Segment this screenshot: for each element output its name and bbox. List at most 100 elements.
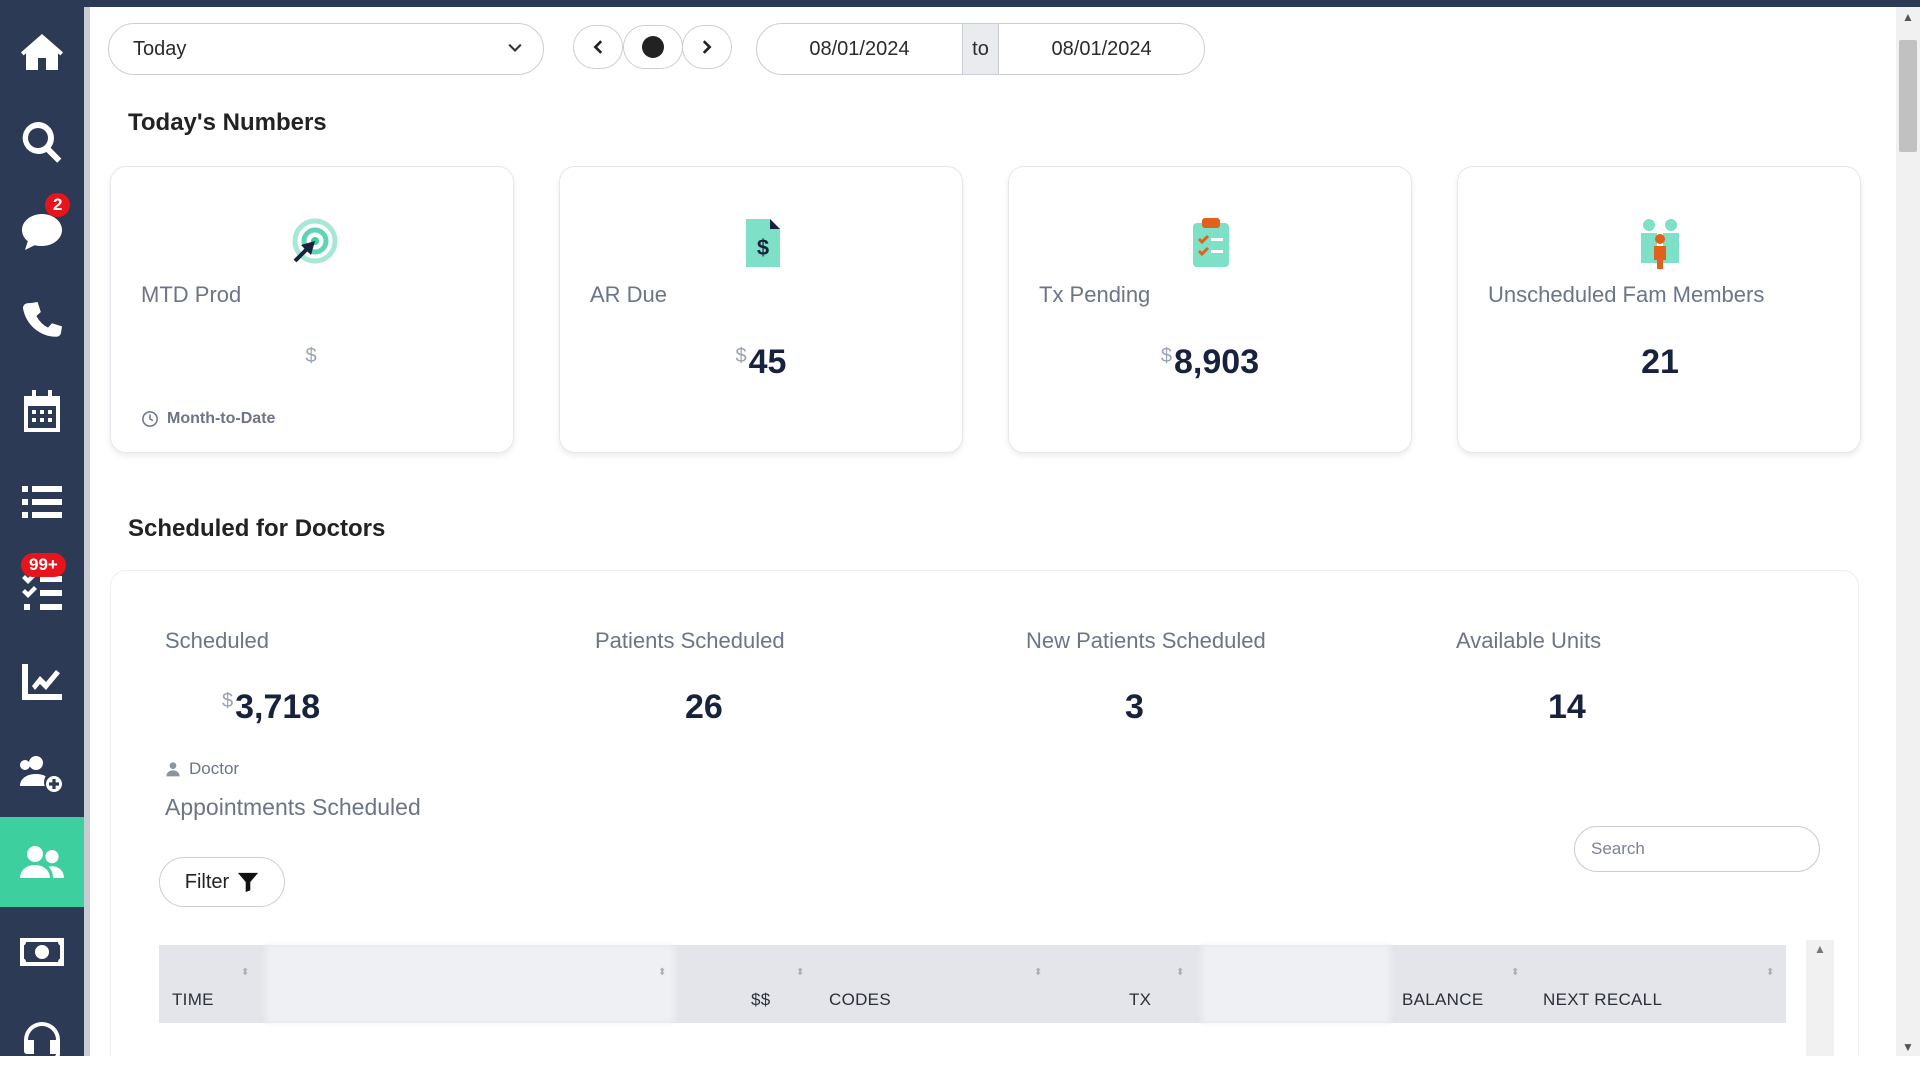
card-label: Tx Pending <box>1039 282 1151 307</box>
search-input[interactable] <box>1574 826 1820 872</box>
phone-icon <box>23 302 62 337</box>
card-footer: Month-to-Date <box>141 410 275 428</box>
column-header-next-recall[interactable]: NEXT RECALL <box>1543 990 1663 1009</box>
chart-line-icon <box>22 664 62 700</box>
table-scrollbar[interactable]: ▲ <box>1806 940 1834 1056</box>
sidebar-item-support[interactable] <box>0 997 84 1087</box>
card-mtd-prod[interactable]: MTD Prod $ Month-to-Date <box>110 166 514 453</box>
clipboard-check-icon <box>1193 218 1229 267</box>
date-from-field[interactable]: 08/01/2024 <box>809 37 910 60</box>
stat-label-new-patients: New Patients Scheduled <box>1026 628 1266 653</box>
scroll-up-icon: ▲ <box>1814 942 1826 956</box>
sidebar-item-tasks[interactable]: 99+ <box>0 547 84 637</box>
chevron-down-icon <box>508 43 522 52</box>
scroll-down-icon[interactable]: ▼ <box>1902 1040 1914 1054</box>
card-value-number: 21 <box>1641 343 1679 381</box>
column-header-time[interactable]: TIME <box>172 990 214 1009</box>
date-range: 08/01/2024 to 08/01/2024 <box>756 23 1205 75</box>
column-header-tx[interactable]: TX <box>1129 990 1152 1009</box>
sidebar-item-list[interactable] <box>0 457 84 547</box>
period-select-value: Today <box>133 37 187 60</box>
filter-icon <box>238 872 259 893</box>
sidebar-item-home[interactable] <box>0 7 84 97</box>
current-period-button[interactable] <box>623 25 683 69</box>
sort-icon: ⬍ <box>241 967 250 978</box>
date-to-field[interactable]: 08/01/2024 <box>1051 37 1152 60</box>
stat-value-number: 3,718 <box>235 688 321 726</box>
checklist-icon <box>22 572 62 610</box>
scroll-up-icon[interactable]: ▲ <box>1902 10 1914 24</box>
chevron-right-icon <box>702 40 712 54</box>
appointments-title: Appointments Scheduled <box>165 794 421 820</box>
stat-value-new-patients: 3 <box>1125 688 1144 726</box>
currency-symbol: $ <box>222 690 234 712</box>
appointments-table-header: TIME ⬍ ⬍ $$ ⬍ CODES ⬍ TX ⬍ BALANCE ⬍ NEX… <box>159 945 1786 1023</box>
search-icon <box>22 122 62 163</box>
dot-icon <box>642 36 664 58</box>
column-header-codes[interactable]: CODES <box>829 990 891 1009</box>
list-icon <box>22 486 62 518</box>
money-icon <box>20 938 64 966</box>
sidebar: 2 99+ <box>0 0 84 1060</box>
sort-icon: ⬍ <box>1511 967 1520 978</box>
todays-numbers-title: Today's Numbers <box>128 109 327 136</box>
sidebar-item-phone[interactable] <box>0 277 84 367</box>
card-tx-pending[interactable]: Tx Pending $8,903 <box>1008 166 1412 453</box>
card-value-number: 8,903 <box>1174 343 1260 381</box>
page-scrollbar[interactable] <box>1896 7 1920 1056</box>
column-header-amount[interactable]: $$ <box>751 990 771 1009</box>
card-value: $ <box>111 343 513 382</box>
window-top-bar <box>0 0 1920 7</box>
card-ar-due[interactable]: $ AR Due $45 <box>559 166 963 453</box>
period-select[interactable]: Today <box>108 23 544 75</box>
sort-icon: ⬍ <box>1176 967 1185 978</box>
card-label: Unscheduled Fam Members <box>1488 282 1765 307</box>
card-footer-text: Month-to-Date <box>167 410 276 427</box>
clock-icon <box>142 411 158 427</box>
sidebar-item-billing[interactable] <box>0 907 84 997</box>
sidebar-item-messages[interactable]: 2 <box>0 187 84 277</box>
currency-symbol: $ <box>305 345 317 367</box>
sidebar-item-search[interactable] <box>0 97 84 187</box>
calendar-icon <box>24 390 60 432</box>
provider-label: Doctor <box>165 759 239 779</box>
svg-text:$: $ <box>757 235 769 260</box>
currency-symbol: $ <box>735 345 747 367</box>
currency-symbol: $ <box>1160 345 1173 367</box>
tasks-badge: 99+ <box>21 553 66 577</box>
stat-label-scheduled: Scheduled <box>165 628 269 653</box>
scheduled-doctors-title: Scheduled for Doctors <box>128 515 386 542</box>
family-icon <box>1641 219 1679 269</box>
sidebar-item-add-patient[interactable] <box>0 727 84 817</box>
sidebar-item-reports[interactable] <box>0 637 84 727</box>
card-label: MTD Prod <box>141 282 242 307</box>
column-header-balance[interactable]: BALANCE <box>1402 990 1484 1009</box>
stat-label-patients-scheduled: Patients Scheduled <box>595 628 785 653</box>
filter-button[interactable]: Filter <box>159 857 285 907</box>
sidebar-divider <box>84 7 90 1056</box>
main-content <box>90 7 1896 1056</box>
redacted-column-header <box>266 945 674 1023</box>
date-range-separator: to <box>961 24 1000 74</box>
card-unscheduled-fam-members[interactable]: Unscheduled Fam Members 21 <box>1457 166 1861 453</box>
sidebar-item-calendar[interactable] <box>0 367 84 457</box>
card-value: $8,903 <box>1009 343 1411 382</box>
stat-label-available-units: Available Units <box>1456 628 1602 653</box>
card-value: 21 <box>1458 343 1860 382</box>
card-value-number: 45 <box>748 343 787 381</box>
stat-value-available-units: 14 <box>1548 688 1586 726</box>
users-icon <box>20 846 64 878</box>
headset-icon <box>23 1022 60 1060</box>
stat-value-patients-scheduled: 26 <box>685 688 723 726</box>
home-icon <box>21 34 63 70</box>
chat-icon <box>22 214 62 250</box>
sort-icon: ⬍ <box>658 967 667 978</box>
sidebar-item-patients[interactable] <box>0 817 84 907</box>
page-scrollbar-thumb[interactable] <box>1899 40 1917 152</box>
card-label: AR Due <box>590 282 668 307</box>
previous-period-button[interactable] <box>573 25 623 69</box>
user-plus-icon <box>20 756 62 792</box>
stat-value-scheduled: $3,718 <box>222 688 320 727</box>
redacted-column-header <box>1202 945 1390 1023</box>
next-period-button[interactable] <box>682 25 732 69</box>
